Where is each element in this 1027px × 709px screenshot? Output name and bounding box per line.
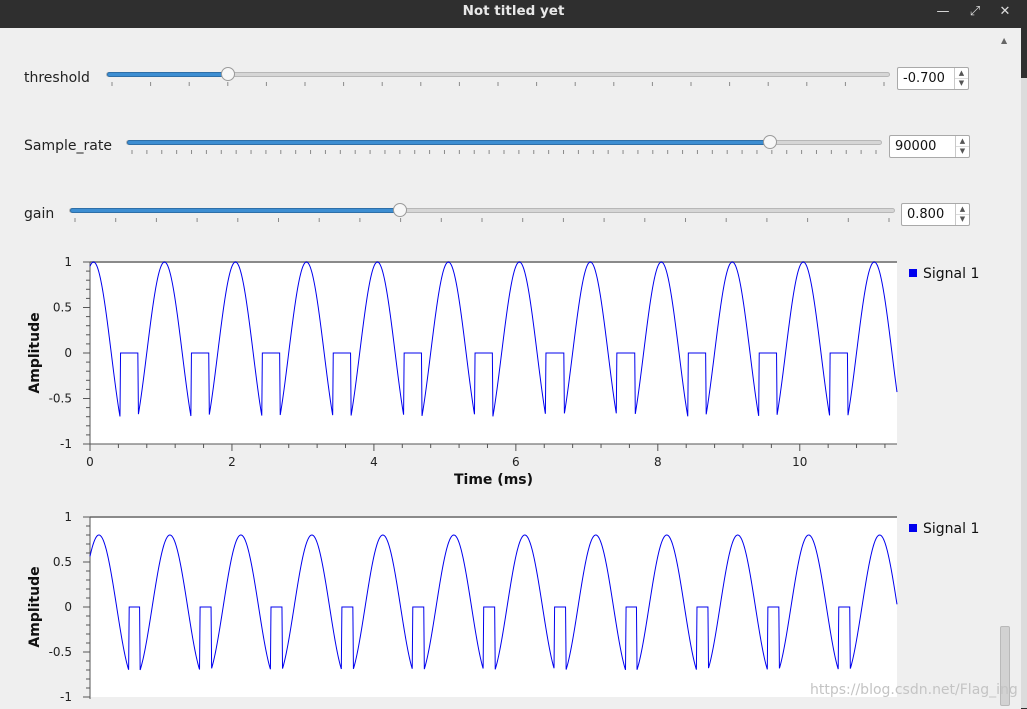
- time-plot-1: 1 0.5 0 -0.5 -1 0 2 4 6 8 10 Time (ms) Amplitude Sig…: [0, 252, 1000, 497]
- signal-1-swatch-icon: [909, 269, 917, 277]
- sample-rate-slider-ticks: [131, 150, 877, 154]
- threshold-slider-ticks: [111, 82, 885, 86]
- time-plot-1-svg: 1 0.5 0 -0.5 -1 0 2 4 6 8 10 Time (ms) Amplitude: [27, 255, 898, 488]
- threshold-slider-fill: [107, 72, 228, 77]
- sample-rate-slider[interactable]: [126, 135, 882, 149]
- y-tick-label: -0.5: [49, 645, 72, 659]
- gain-slider-handle[interactable]: [393, 203, 408, 217]
- x-tick-label: 2: [228, 455, 236, 469]
- sample-rate-control: Sample_rate 90000 ▲ ▼: [0, 132, 990, 162]
- threshold-label: threshold: [24, 70, 90, 86]
- gain-label: gain: [24, 206, 55, 222]
- time-plot-2: 1 0.5 0 -0.5 -1 Amplitude Signal 1: [0, 508, 1000, 709]
- gain-spinbox[interactable]: 0.800 ▲ ▼: [901, 203, 970, 226]
- window-title: Not titled yet: [462, 3, 565, 19]
- y-tick-label: -1: [60, 437, 72, 451]
- threshold-spinbox[interactable]: -0.700 ▲ ▼: [897, 67, 969, 90]
- watermark: https://blog.csdn.net/Flag_ing: [810, 682, 1018, 698]
- x-tick-label: 0: [86, 455, 94, 469]
- legend-label: Signal 1: [923, 521, 980, 537]
- gain-slider-ticks: [74, 218, 890, 222]
- sample-rate-slider-handle[interactable]: [762, 135, 777, 149]
- gain-increment-icon[interactable]: ▲: [955, 204, 969, 215]
- threshold-control: threshold -0.700 ▲ ▼: [0, 64, 990, 94]
- y-tick-label: 0.5: [53, 555, 72, 569]
- time-plot-2-svg: 1 0.5 0 -0.5 -1 Amplitude: [27, 510, 898, 704]
- vertical-scrollbar[interactable]: ▲: [998, 36, 1012, 709]
- y-tick-label: 0: [64, 600, 72, 614]
- gain-value[interactable]: 0.800: [907, 207, 945, 222]
- signal-1-swatch-icon: [909, 524, 917, 532]
- threshold-increment-icon[interactable]: ▲: [954, 68, 968, 79]
- gain-slider[interactable]: [69, 203, 895, 217]
- window-edge: [1021, 28, 1027, 709]
- scroll-thumb[interactable]: [1000, 626, 1010, 706]
- threshold-slider[interactable]: [106, 67, 890, 81]
- minimize-icon[interactable]: —: [936, 4, 950, 19]
- x-axis-label: Time (ms): [454, 472, 533, 488]
- sample-rate-value[interactable]: 90000: [895, 139, 937, 154]
- window-titlebar: Not titled yet — ⤢ ✕: [0, 0, 1027, 28]
- threshold-slider-handle[interactable]: [220, 67, 235, 81]
- signal-1-line: [89, 261, 898, 417]
- threshold-decrement-icon[interactable]: ▼: [954, 78, 968, 89]
- gain-decrement-icon[interactable]: ▼: [955, 214, 969, 225]
- y-tick-label: 1: [64, 510, 72, 524]
- y-axis-label: Amplitude: [27, 312, 43, 393]
- sample-rate-label: Sample_rate: [24, 138, 112, 154]
- gain-control: gain 0.800 ▲ ▼: [0, 200, 990, 230]
- threshold-value[interactable]: -0.700: [903, 71, 945, 86]
- sample-rate-increment-icon[interactable]: ▲: [955, 136, 969, 147]
- y-tick-label: 1: [64, 255, 72, 269]
- x-tick-label: 4: [370, 455, 378, 469]
- close-icon[interactable]: ✕: [999, 4, 1011, 19]
- sample-rate-spinbox[interactable]: 90000 ▲ ▼: [889, 135, 970, 158]
- x-tick-label: 10: [792, 455, 807, 469]
- signal-1-line: [89, 534, 898, 671]
- maximize-icon[interactable]: ⤢: [969, 4, 981, 19]
- time-plot-1-legend[interactable]: Signal 1: [909, 266, 979, 282]
- sample-rate-decrement-icon[interactable]: ▼: [955, 146, 969, 157]
- y-tick-label: -1: [60, 690, 72, 704]
- sample-rate-slider-fill: [127, 140, 770, 145]
- y-tick-label: 0: [64, 346, 72, 360]
- time-plot-2-legend[interactable]: Signal 1: [909, 521, 979, 537]
- scroll-up-icon[interactable]: ▲: [1001, 36, 1008, 45]
- legend-label: Signal 1: [923, 266, 980, 282]
- y-axis-label: Amplitude: [27, 566, 43, 647]
- gain-slider-fill: [70, 208, 401, 213]
- y-tick-label: -0.5: [49, 392, 72, 406]
- x-tick-label: 6: [512, 455, 520, 469]
- y-tick-label: 0.5: [53, 301, 72, 315]
- x-tick-label: 8: [654, 455, 662, 469]
